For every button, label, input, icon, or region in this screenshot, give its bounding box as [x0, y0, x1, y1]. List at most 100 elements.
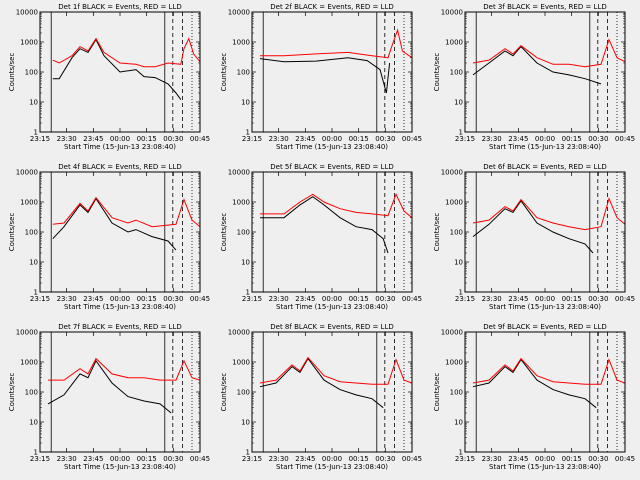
y-tick-label: 10 — [29, 99, 38, 107]
y-tick-label: 1000 — [20, 39, 38, 47]
y-tick-label: 1 — [34, 289, 38, 297]
y-axis-label: Counts/sec — [433, 53, 441, 92]
y-tick-label: 10000 — [228, 329, 250, 337]
x-tick-label: 23:30 — [482, 295, 502, 303]
x-tick-label: 23:45 — [83, 455, 103, 463]
y-axis-label: Counts/sec — [220, 373, 228, 412]
series-lld — [472, 197, 626, 231]
x-tick-label: 00:45 — [190, 295, 210, 303]
panel-6: Det 6f BLACK = Events, RED = LLD 1 10 100 10… — [433, 163, 635, 311]
x-tick-label: 00:00 — [322, 455, 342, 463]
y-tick-label: 10000 — [441, 9, 463, 17]
x-tick-label: 00:00 — [535, 135, 555, 143]
y-tick-label: 1 — [459, 129, 463, 137]
y-axis-label: Counts/sec — [8, 213, 16, 252]
y-tick-label: 100 — [25, 69, 38, 77]
y-tick-label: 10 — [29, 259, 38, 267]
x-axis-label: Start Time (15-Jun-13 23:08:40) — [64, 303, 176, 311]
x-tick-label: 23:15 — [242, 455, 262, 463]
y-tick-label: 1 — [246, 449, 250, 457]
x-axis-label: Start Time (15-Jun-13 23:08:40) — [64, 143, 176, 151]
y-tick-label: 100 — [237, 69, 250, 77]
x-axis-label: Start Time (15-Jun-13 23:08:40) — [64, 463, 176, 471]
x-axis-label: Start Time (15-Jun-13 23:08:40) — [489, 463, 601, 471]
panel-title: Det 6f BLACK = Events, RED = LLD — [483, 163, 606, 171]
series-lld — [48, 357, 201, 381]
y-tick-label: 10000 — [441, 169, 463, 177]
panel-title: Det 9f BLACK = Events, RED = LLD — [483, 323, 606, 331]
plot-frame — [464, 171, 626, 293]
x-tick-label: 00:30 — [375, 135, 395, 143]
x-tick-label: 23:30 — [482, 135, 502, 143]
y-tick-label: 10000 — [441, 329, 463, 337]
y-tick-label: 10 — [29, 419, 38, 427]
x-tick-label: 23:45 — [508, 135, 528, 143]
series-lld — [260, 28, 413, 59]
y-axis-label: Counts/sec — [220, 213, 228, 252]
series-lld — [52, 37, 201, 68]
x-tick-label: 00:45 — [190, 135, 210, 143]
x-tick-label: 23:30 — [269, 295, 289, 303]
x-tick-label: 23:15 — [455, 295, 475, 303]
y-tick-label: 100 — [450, 229, 463, 237]
x-axis-label: Start Time (15-Jun-13 23:08:40) — [276, 303, 388, 311]
x-tick-label: 23:45 — [295, 135, 315, 143]
y-tick-label: 10 — [454, 99, 463, 107]
x-tick-label: 00:30 — [163, 455, 183, 463]
y-tick-label: 10 — [241, 419, 250, 427]
y-axis-label: Counts/sec — [433, 213, 441, 252]
x-tick-label: 00:00 — [535, 295, 555, 303]
x-axis-label: Start Time (15-Jun-13 23:08:40) — [489, 143, 601, 151]
y-tick-label: 1000 — [445, 39, 463, 47]
y-tick-label: 10000 — [228, 9, 250, 17]
series-lld — [259, 356, 413, 385]
panel-title: Det 4f BLACK = Events, RED = LLD — [58, 163, 181, 171]
x-tick-label: 00:45 — [402, 455, 422, 463]
y-tick-label: 1000 — [445, 199, 463, 207]
x-tick-label: 00:30 — [375, 295, 395, 303]
plot-frame — [251, 331, 413, 453]
y-tick-label: 1 — [246, 129, 250, 137]
x-tick-label: 00:15 — [562, 455, 582, 463]
y-axis-label: Counts/sec — [8, 53, 16, 92]
series-events — [52, 197, 177, 251]
y-tick-label: 100 — [237, 389, 250, 397]
y-tick-label: 1000 — [232, 359, 250, 367]
plot-frame — [39, 11, 201, 133]
series-lld — [260, 193, 413, 219]
y-tick-label: 1000 — [232, 39, 250, 47]
x-tick-label: 00:30 — [163, 135, 183, 143]
x-tick-label: 00:30 — [588, 455, 608, 463]
x-tick-label: 00:15 — [137, 135, 157, 143]
x-axis-label: Start Time (15-Jun-13 23:08:40) — [276, 463, 388, 471]
series-events — [259, 357, 384, 409]
y-axis-label: Counts/sec — [220, 53, 228, 92]
x-tick-label: 23:15 — [242, 295, 262, 303]
y-tick-label: 10 — [241, 259, 250, 267]
series-events — [472, 45, 602, 85]
panel-title: Det 2f BLACK = Events, RED = LLD — [270, 3, 393, 11]
series-events — [260, 196, 389, 254]
x-tick-label: 00:45 — [190, 455, 210, 463]
y-tick-label: 100 — [25, 229, 38, 237]
x-tick-label: 23:30 — [269, 135, 289, 143]
y-tick-label: 10000 — [16, 169, 38, 177]
plot-frame — [39, 171, 201, 293]
x-tick-label: 23:45 — [295, 295, 315, 303]
y-tick-label: 10 — [454, 419, 463, 427]
x-tick-label: 00:00 — [110, 295, 130, 303]
plot-frame — [464, 11, 626, 133]
x-tick-label: 23:45 — [508, 295, 528, 303]
panel-title: Det 8f BLACK = Events, RED = LLD — [270, 323, 393, 331]
panel-7: Det 7f BLACK = Events, RED = LLD 1 10 100 10… — [8, 323, 210, 471]
y-tick-label: 1 — [34, 129, 38, 137]
x-tick-label: 23:15 — [455, 135, 475, 143]
panel-title: Det 7f BLACK = Events, RED = LLD — [58, 323, 181, 331]
x-tick-label: 00:15 — [349, 135, 369, 143]
y-tick-label: 100 — [450, 69, 463, 77]
x-tick-label: 23:30 — [57, 295, 77, 303]
x-tick-label: 00:15 — [137, 295, 157, 303]
x-tick-label: 00:30 — [163, 295, 183, 303]
y-tick-label: 1 — [34, 449, 38, 457]
